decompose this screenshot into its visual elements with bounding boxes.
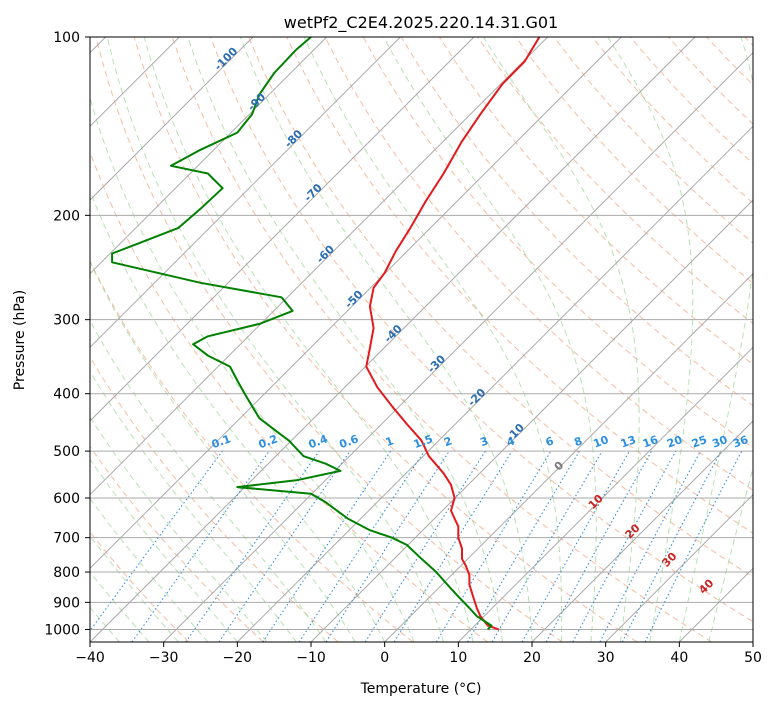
x-tick-label: −40	[75, 650, 105, 666]
mixing-ratio-label: 6	[544, 434, 556, 449]
x-tick-label: 30	[597, 650, 615, 666]
dewpoint-profile-line	[111, 37, 493, 631]
x-tick-label: 40	[670, 650, 688, 666]
mixing-ratio-label: 8	[572, 434, 584, 449]
moist-adiabat-line	[90, 535, 179, 642]
moist-adiabat-line	[90, 319, 327, 642]
mixing-ratio-label: 0.4	[307, 432, 330, 451]
x-tick-label: −30	[149, 650, 179, 666]
y-axis-label: Pressure (hPa)	[12, 290, 28, 390]
mixing-ratio-label: 16	[641, 433, 660, 451]
dry-adiabat-line	[95, 37, 563, 642]
mixing-ratio-label: 2	[442, 434, 454, 449]
mixing-ratio-line	[545, 450, 653, 642]
y-tick-label: 200	[53, 208, 80, 224]
moist-adiabat-line	[106, 37, 445, 642]
dry-adiabat-line	[248, 37, 753, 578]
moist-adiabat-line	[482, 37, 640, 642]
mixing-ratio-line	[298, 450, 425, 642]
moist-adiabat-line	[607, 37, 694, 642]
y-tick-label: 400	[53, 387, 80, 403]
mixing-ratio-label: 0.6	[338, 432, 361, 451]
mixing-ratio-line	[644, 450, 743, 642]
mixing-ratio-line	[325, 450, 450, 642]
isotherm-line	[384, 272, 753, 642]
x-tick-label: 20	[523, 650, 541, 666]
profile-lines	[111, 37, 541, 631]
moist-adiabat-line	[303, 37, 563, 642]
x-tick-label: −20	[223, 650, 253, 666]
dry-adiabat-line	[133, 37, 638, 642]
dry-adiabat-line	[515, 37, 753, 284]
isotherm-line	[457, 346, 753, 642]
moist-adiabat-line	[383, 37, 597, 642]
temperature-profile-line	[365, 37, 541, 631]
mixing-ratio-label: 0.2	[257, 432, 280, 451]
mixing-ratio-label: 30	[710, 433, 729, 451]
isotherm-line	[90, 37, 696, 642]
dry-adiabat-line	[90, 259, 414, 642]
isotherm-line	[90, 37, 401, 349]
isotherm-line	[310, 199, 753, 642]
moist-adiabat-line	[239, 37, 533, 642]
mixing-ratio-label: 36	[731, 433, 750, 451]
dry-adiabat-line	[286, 37, 753, 534]
x-tick-label: −10	[296, 650, 326, 666]
mixing-ratio-label: 13	[619, 433, 638, 450]
moist-adiabat-line	[90, 458, 238, 642]
mixing-ratio-line	[521, 450, 630, 642]
isotherm-line	[236, 125, 753, 642]
dry-adiabat-line	[210, 37, 753, 623]
mixing-ratio-label: 10	[592, 433, 611, 451]
y-tick-label: 500	[53, 444, 80, 460]
y-tick-label: 300	[53, 313, 80, 329]
isotherm-line	[163, 51, 753, 642]
mixing-ratio-label: 20	[665, 433, 684, 451]
mixing-ratio-line	[185, 450, 320, 642]
x-axis-label: Temperature (°C)	[360, 681, 482, 697]
isotherm-line	[90, 37, 475, 422]
isotherm-line	[90, 37, 254, 201]
mixing-ratio-line	[131, 450, 270, 642]
x-tick-label: 10	[449, 650, 467, 666]
moist-adiabat-line	[90, 370, 297, 642]
isotherm-line	[90, 37, 622, 570]
dry-adiabat-line	[90, 356, 339, 642]
isotherm-line	[605, 493, 753, 642]
chart-title: wetPf2_C2E4.2025.220.14.31.G01	[284, 13, 558, 33]
moist-adiabat-line	[678, 37, 753, 642]
mixing-ratio-label: 1.5	[412, 432, 435, 451]
y-tick-label: 800	[53, 565, 80, 581]
moist-adiabat-line	[187, 37, 503, 642]
moist-adiabat-line	[90, 416, 268, 642]
mixing-ratio-line	[218, 450, 351, 642]
y-tick-label: 700	[53, 531, 80, 547]
y-tick-label: 100	[53, 30, 80, 46]
x-tick-label: 50	[744, 650, 762, 666]
dry-adiabat-line	[90, 445, 264, 642]
mixing-ratio-label: 25	[690, 433, 709, 450]
y-tick-label: 600	[53, 491, 80, 507]
moist-adiabat-line	[90, 189, 386, 642]
mixing-ratio-label: 4	[505, 434, 517, 449]
axes: −40 −30 −20 −10 0 10 20 30 40 5010020030040050060…	[44, 30, 762, 666]
moist-adiabat-line	[90, 497, 209, 642]
plot-frame	[89, 36, 754, 643]
x-tick-label: 0	[380, 650, 389, 666]
isotherm-line	[90, 37, 549, 496]
mixing-ratio-label: 0.1	[210, 432, 233, 451]
mixing-ratio-line	[90, 450, 223, 632]
mixing-ratio-label: 3	[478, 434, 490, 449]
mixing-ratio-line	[572, 450, 677, 642]
y-tick-label: 1000	[44, 622, 80, 638]
mixing-ratio-line	[393, 450, 513, 642]
y-tick-label: 900	[53, 595, 80, 611]
mixing-ratio-label: 1	[384, 434, 396, 449]
dry-adiabat-line	[171, 37, 712, 642]
mixing-ratio-line	[262, 450, 392, 642]
isotherm-line	[531, 420, 753, 642]
moist-adiabat-line	[708, 466, 753, 642]
